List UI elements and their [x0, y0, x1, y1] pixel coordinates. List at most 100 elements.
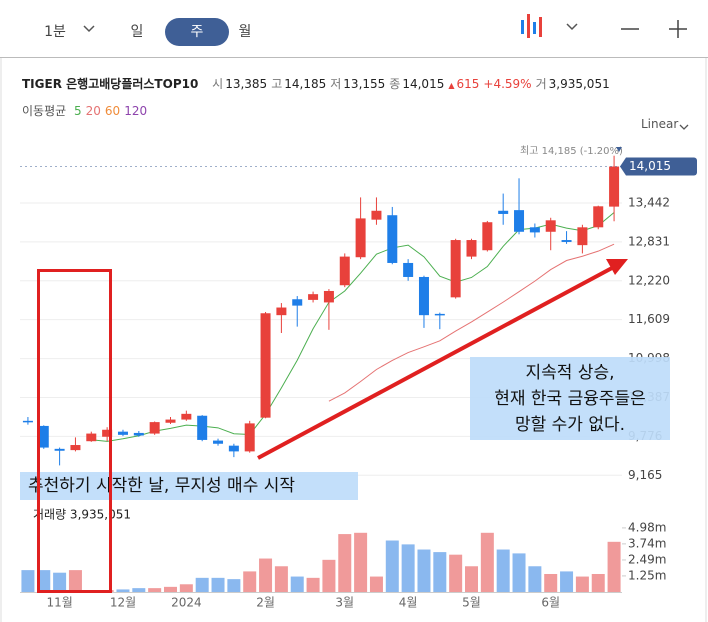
volume-bar	[148, 588, 162, 592]
stat-value: 14,015	[402, 77, 445, 91]
candle-body	[545, 220, 556, 232]
candle-body	[403, 262, 414, 277]
candle-body	[577, 227, 588, 246]
ma-period: 120	[124, 104, 148, 118]
volume-bar	[37, 570, 51, 592]
instrument-name: TIGER 은행고배당플러스TOP10	[22, 77, 199, 91]
candle-body	[498, 210, 509, 214]
x-tick-label: 11월	[46, 596, 72, 610]
volume-bar	[322, 559, 336, 592]
candle-body	[54, 448, 65, 451]
x-tick-label: 12월	[110, 596, 136, 610]
annotation: 현재 한국 금융주들은	[494, 389, 646, 409]
volume-bar	[179, 584, 193, 592]
volume-tick-label: 3.74m	[628, 536, 666, 550]
candle-body	[561, 240, 572, 242]
candle-body	[339, 256, 350, 286]
volume-bar	[354, 532, 368, 592]
volume-bar	[369, 576, 383, 592]
candle-body	[434, 313, 445, 316]
candle-body	[70, 445, 81, 451]
volume-bar	[274, 566, 288, 592]
candle-body	[22, 420, 33, 423]
volume-bar	[512, 553, 526, 592]
x-tick-label: 2024	[171, 596, 202, 610]
candle-body	[482, 222, 493, 251]
x-tick-label: 4월	[399, 596, 418, 610]
volume-bar	[211, 577, 225, 592]
candle-body	[355, 218, 366, 258]
candle-body	[244, 423, 255, 452]
scale-mode[interactable]: Linear	[641, 117, 679, 131]
stat-value: 3,935,051	[548, 77, 610, 91]
volume-bar	[338, 534, 352, 592]
volume-bar	[385, 540, 399, 592]
change-arrow: ▲	[448, 81, 455, 90]
interval[interactable]: 월	[238, 24, 252, 40]
candle-body	[117, 431, 128, 435]
candle-body	[466, 240, 477, 257]
volume-label: 거래량 3,935,051	[33, 508, 131, 522]
stat-label: 저	[330, 77, 342, 91]
candle-body	[102, 429, 113, 437]
volume-tick-label: 2.49m	[628, 552, 666, 566]
high-marker	[616, 147, 622, 152]
candle-body	[593, 206, 604, 228]
candle-body	[292, 299, 303, 306]
candle-body	[529, 227, 540, 233]
volume-bar	[306, 577, 320, 592]
volume-bar	[449, 554, 463, 592]
candle-body	[308, 294, 319, 300]
stat-label: 고	[271, 77, 283, 91]
x-tick-label: 6월	[541, 596, 560, 610]
y-tick-label: 12,220	[628, 273, 670, 287]
y-tick-label: 13,442	[628, 195, 670, 209]
volume-bar	[53, 572, 67, 592]
interval[interactable]: 일	[130, 24, 144, 40]
candle-body	[213, 440, 224, 444]
chevron[interactable]	[566, 23, 578, 31]
x-tick-label: 2월	[256, 596, 275, 610]
ma-legend: 이동평균 5 20 60 120	[22, 102, 151, 119]
change-pct: +4.59%	[483, 77, 532, 91]
candle-body	[450, 240, 461, 298]
candle-body	[609, 166, 620, 207]
y-tick-label: 9,165	[628, 468, 662, 482]
ma-period: 60	[104, 104, 121, 118]
chevron[interactable]	[679, 124, 689, 130]
ma-title: 이동평균	[22, 104, 67, 118]
ma-period: 5	[74, 104, 82, 118]
volume-bar	[575, 576, 589, 592]
candle-body	[387, 215, 398, 263]
zoom-in[interactable]	[669, 20, 687, 38]
volume-bar	[164, 586, 177, 592]
interval[interactable]: 1분	[44, 24, 66, 40]
chevron[interactable]	[83, 25, 95, 33]
stat-value: 14,185	[284, 77, 327, 91]
volume-bar	[528, 566, 542, 592]
annotation-box: 지속적 상승, 현재 한국 금융주들은 망할 수가 없다.	[470, 357, 670, 440]
candle-body	[181, 413, 192, 420]
volume-bar	[417, 549, 431, 592]
stat-label: 종	[389, 77, 401, 91]
volume-bar	[560, 571, 574, 592]
y-tick-label: 12,831	[628, 234, 670, 248]
chart-type-icon[interactable]	[521, 14, 542, 38]
volume-bar	[21, 570, 35, 592]
candle-body	[197, 415, 208, 440]
volume-bar	[544, 573, 558, 592]
volume-bar	[290, 576, 304, 592]
volume-bar	[607, 541, 621, 592]
x-tick-label: 5월	[462, 596, 481, 610]
volume-bar	[68, 570, 82, 592]
volume-bar	[100, 590, 114, 592]
high-note: 최고 14,185 (-1.20%)	[520, 145, 623, 157]
volume-bar	[465, 566, 478, 592]
stat-value: 13,385	[225, 77, 268, 91]
candle-body	[418, 276, 429, 316]
y-tick-label: 11,609	[628, 312, 670, 326]
candle-body	[371, 210, 382, 220]
stats: TIGER 은행고배당플러스TOP10 시 13,385 고 14,185 저 13,15…	[22, 75, 610, 92]
interval[interactable]: 주	[165, 18, 229, 46]
